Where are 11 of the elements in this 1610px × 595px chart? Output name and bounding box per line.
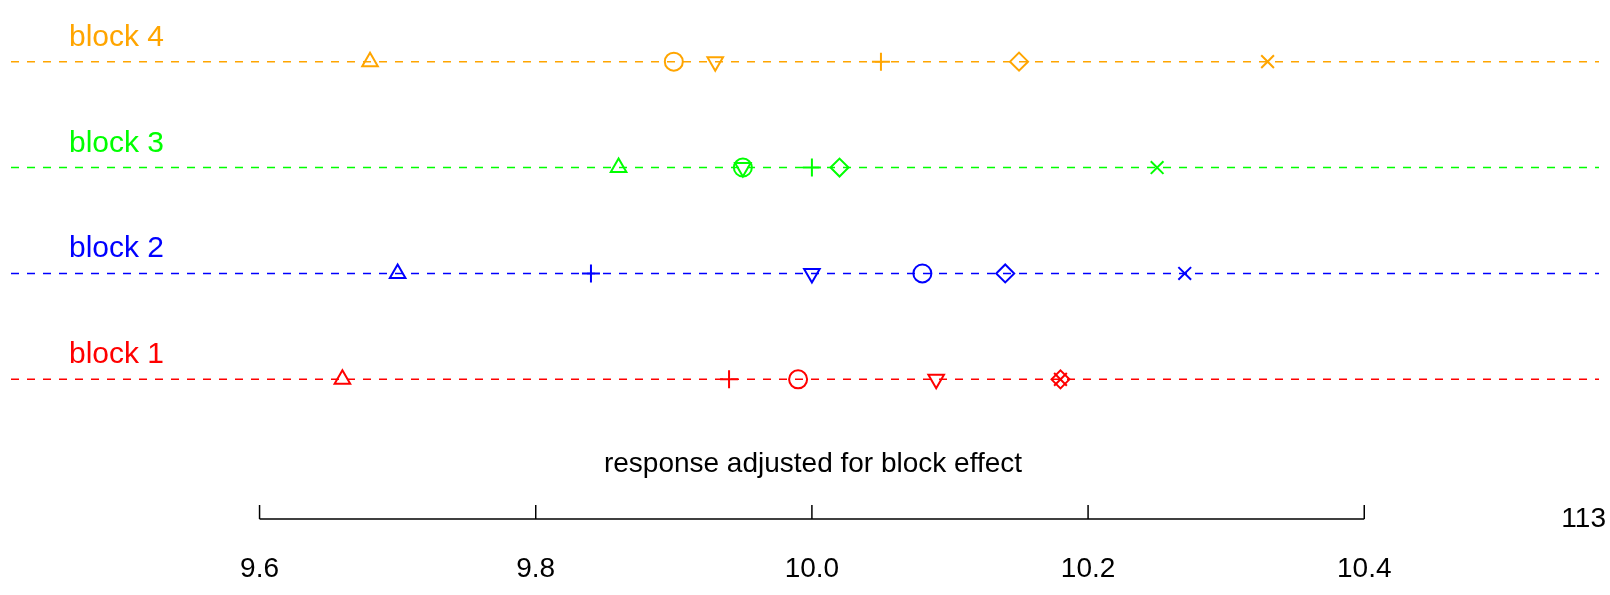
x-tick-label: 9.8: [516, 552, 556, 583]
text: 113: [1561, 502, 1606, 533]
x-tick-label: 10.0: [784, 552, 840, 583]
y-tick-label: block 3: [69, 124, 165, 158]
y-tick-label: block 2: [69, 230, 165, 264]
y-tick-label: block 1: [69, 336, 165, 370]
x-tick-label: 9.6: [240, 552, 280, 583]
x-tick-label: 10.2: [1060, 552, 1116, 583]
y-tick-label: block 4: [69, 18, 165, 52]
x-tick-label: 10.4: [1337, 552, 1392, 583]
x-axis-title: response adjusted for block effect: [603, 447, 1023, 478]
